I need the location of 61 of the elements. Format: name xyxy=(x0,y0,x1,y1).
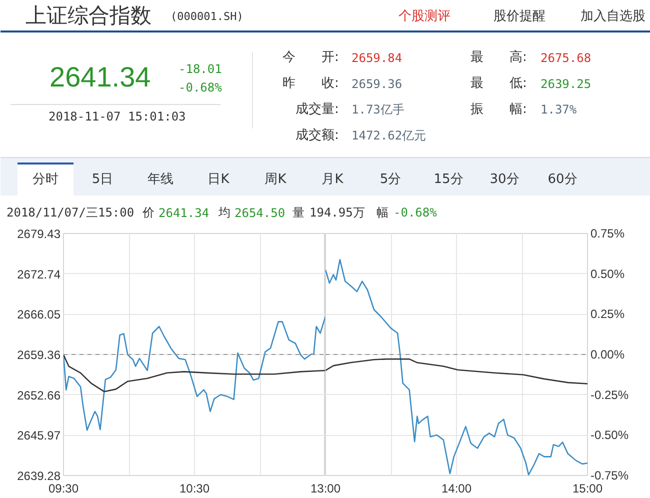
x-tick-label: 14:00 xyxy=(441,482,472,496)
text: -0.68% xyxy=(178,80,223,94)
y-tick-label: 2645.97 xyxy=(17,428,61,443)
text: 5日 xyxy=(92,172,114,187)
x-tick-label: 09:30 xyxy=(48,482,79,496)
text: 今 开: xyxy=(282,50,339,65)
text: 成交额: xyxy=(296,127,339,143)
text: -0.68% xyxy=(394,206,438,220)
text: 2018/11/07/三15:00 xyxy=(6,206,134,220)
text: 2654.50 xyxy=(234,206,286,220)
text: 2659.36 xyxy=(352,77,402,91)
text: 2641.34 xyxy=(158,206,210,220)
text: 年线 xyxy=(148,172,174,187)
x-tick-label: 10:30 xyxy=(179,482,210,496)
text: 15分 xyxy=(434,172,464,187)
y2-tick-label: 0.25% xyxy=(590,307,625,322)
text: 1.73亿手 xyxy=(352,102,404,116)
text: 1472.62亿元 xyxy=(352,128,426,142)
y-tick-label: 2659.36 xyxy=(17,348,61,362)
text: 日K xyxy=(208,172,230,187)
text: 2641.34 xyxy=(50,62,151,92)
text: 5分 xyxy=(380,172,402,187)
y-tick-label: 2672.74 xyxy=(17,267,61,282)
y2-tick-label: -0.50% xyxy=(590,428,629,442)
y-tick-label: 2679.43 xyxy=(17,227,61,241)
text: 周K xyxy=(264,172,287,187)
text: 均 xyxy=(218,206,230,220)
text: 2659.84 xyxy=(352,51,402,65)
text: 分时 xyxy=(32,172,58,187)
y-tick-label: 2666.05 xyxy=(17,308,61,322)
text: 量 xyxy=(292,206,304,220)
y2-tick-label: 0.50% xyxy=(590,266,625,281)
y-tick-label: 2639.28 xyxy=(17,469,61,483)
text: 最 高: xyxy=(470,49,527,65)
text: 2639.25 xyxy=(540,77,592,91)
text: 幅 xyxy=(376,206,388,220)
y2-tick-label: 0.75% xyxy=(590,226,625,240)
text: 个股测评 xyxy=(398,9,450,24)
x-tick-label: 15:00 xyxy=(572,482,603,496)
text: 最 低: xyxy=(470,76,527,91)
text: 194.95万 xyxy=(310,206,365,220)
y-tick-label: 2652.66 xyxy=(17,388,61,402)
text: 昨 收: xyxy=(282,76,339,91)
y2-tick-label: 0.00% xyxy=(590,348,625,362)
text: 30分 xyxy=(490,172,520,187)
text: 振 幅: xyxy=(470,102,527,117)
text: -18.01 xyxy=(178,62,222,76)
text: 2018-11-07 15:01:03 xyxy=(48,110,186,124)
text: 加入自选股 xyxy=(580,9,646,24)
text: 股价提醒 xyxy=(494,9,546,24)
text: 成交量: xyxy=(296,101,339,117)
x-tick-label: 13:00 xyxy=(310,482,341,496)
text: 1.37% xyxy=(540,102,578,116)
text: 月K xyxy=(322,172,344,187)
chart-title: 上证综合指数 xyxy=(26,4,152,28)
text: 2675.68 xyxy=(540,51,592,65)
text: 60分 xyxy=(548,172,578,187)
text: 价 xyxy=(142,206,154,220)
y2-tick-label: -0.75% xyxy=(590,468,629,482)
chart-subtitle: (000001.SH) xyxy=(170,10,244,23)
y2-tick-label: -0.25% xyxy=(590,388,629,402)
